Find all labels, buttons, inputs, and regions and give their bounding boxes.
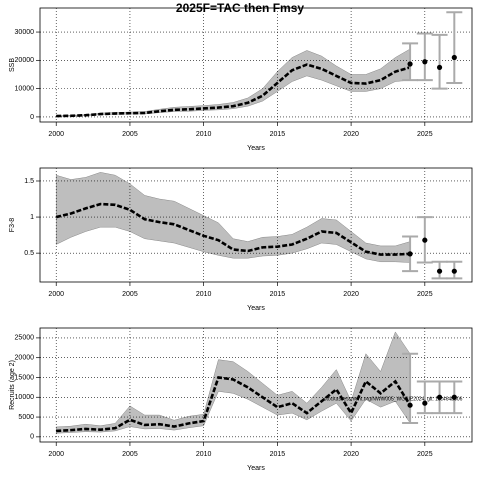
x-tick-label: 2020: [343, 291, 359, 298]
y-tick-label: 20000: [15, 57, 35, 64]
forecast-point: [451, 268, 457, 274]
x-axis-label: Years: [247, 145, 265, 152]
forecast-point: [422, 237, 428, 243]
y-tick-label: 15000: [15, 374, 35, 381]
x-tick-label: 2005: [122, 131, 138, 138]
x-tick-label: 2020: [343, 131, 359, 138]
confidence-band: [55, 331, 411, 434]
x-tick-label: 2025: [417, 451, 433, 458]
forecast-point: [422, 400, 428, 406]
x-tick-label: 2005: [122, 291, 138, 298]
x-tick-label: 2025: [417, 291, 433, 298]
x-tick-label: 2000: [48, 451, 64, 458]
forecast-point: [422, 59, 428, 65]
forecast-point: [407, 402, 413, 408]
forecast-point: [436, 64, 443, 71]
forecast-point: [451, 394, 457, 400]
x-tick-label: 2000: [48, 131, 64, 138]
x-tick-label: 2025: [417, 131, 433, 138]
estimate-line: [56, 63, 411, 118]
y-tick-label: 1: [30, 214, 34, 221]
y-tick-label: 0: [30, 114, 34, 121]
estimate-line: [56, 376, 412, 433]
x-tick-label: 2015: [270, 291, 286, 298]
estimate-line: [55, 202, 411, 256]
x-tick-label: 2010: [196, 131, 212, 138]
forecast-point: [451, 54, 457, 61]
annotation: stockassessment.org/NWW005_WGBIE2024, gi…: [324, 397, 463, 403]
y-tick-label: 10000: [15, 85, 35, 92]
x-axis-label: Years: [247, 305, 265, 312]
x-tick-label: 2005: [122, 451, 138, 458]
x-tick-label: 2000: [48, 291, 64, 298]
y-tick-label: 20000: [15, 355, 35, 362]
plot-frame: [39, 327, 473, 443]
forecast-point: [436, 268, 443, 274]
y-tick-label: 0: [30, 434, 34, 441]
y-axis-label: F3-8: [9, 218, 16, 233]
x-tick-label: 2015: [270, 131, 286, 138]
y-tick-label: 1.5: [24, 178, 34, 185]
x-tick-label: 2015: [270, 451, 286, 458]
x-tick-label: 2020: [343, 451, 359, 458]
x-tick-label: 2010: [196, 291, 212, 298]
y-tick-label: 30000: [15, 29, 35, 36]
forecast-point: [407, 251, 413, 257]
y-axis-label: Recruits (age 2): [9, 360, 16, 410]
y-tick-label: 25000: [15, 335, 35, 342]
x-axis-label: Years: [247, 465, 265, 472]
y-tick-label: 0.5: [24, 250, 34, 257]
plot-frame: [39, 167, 473, 283]
x-tick-label: 2010: [196, 451, 212, 458]
y-tick-label: 5000: [18, 414, 34, 421]
confidence-band: [55, 172, 411, 263]
forecast-point: [436, 394, 443, 400]
y-axis-label: SSB: [9, 58, 16, 72]
forecast-point: [407, 61, 413, 67]
plot-frame: [39, 7, 473, 123]
y-tick-label: 10000: [15, 394, 35, 401]
